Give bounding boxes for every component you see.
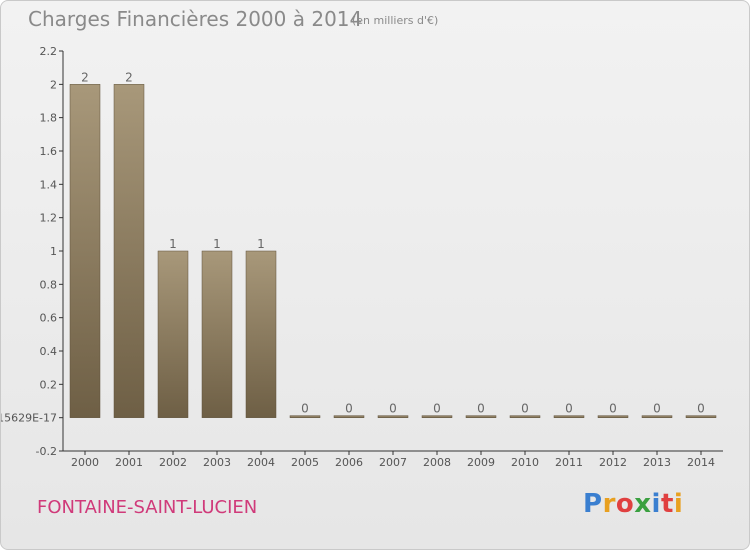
y-tick-label: 2 — [50, 78, 57, 91]
data-label: 0 — [301, 402, 309, 416]
data-label: 0 — [697, 402, 705, 416]
data-label: 0 — [653, 402, 661, 416]
data-label: 0 — [389, 402, 397, 416]
location-name: FONTAINE-SAINT-LUCIEN — [37, 497, 258, 518]
bar — [377, 415, 409, 418]
y-tick-label: 1.2 — [40, 212, 58, 225]
bar — [597, 415, 629, 418]
y-tick-label: 1.6 — [40, 145, 58, 158]
bar — [333, 415, 365, 418]
x-tick-label: 2006 — [335, 456, 363, 469]
x-tick-label: 2012 — [599, 456, 627, 469]
data-label: 2 — [125, 70, 133, 84]
logo-letter: i — [651, 489, 661, 519]
x-tick-label: 2000 — [71, 456, 99, 469]
data-label: 0 — [609, 402, 617, 416]
x-tick-label: 2005 — [291, 456, 319, 469]
bar — [465, 415, 497, 418]
data-label: 1 — [169, 237, 177, 251]
x-tick-label: 2004 — [247, 456, 275, 469]
y-tick-label: -0.2 — [36, 445, 57, 458]
proxiti-logo[interactable]: Proxiti — [583, 489, 683, 519]
chart-subtitle: (en milliers d'€) — [352, 14, 439, 27]
bar — [685, 415, 717, 418]
bar — [113, 84, 145, 418]
y-tick-label: 1 — [50, 245, 57, 258]
x-tick-label: 2011 — [555, 456, 583, 469]
bar — [641, 415, 673, 418]
bar — [201, 250, 233, 418]
bar — [157, 250, 189, 418]
x-tick-label: 2014 — [687, 456, 715, 469]
x-tick-label: 2010 — [511, 456, 539, 469]
y-tick-label: 2.2 — [40, 45, 58, 58]
x-tick-label: 2007 — [379, 456, 407, 469]
data-label: 0 — [477, 402, 485, 416]
data-label: 0 — [565, 402, 573, 416]
bar — [553, 415, 585, 418]
bar — [509, 415, 541, 418]
chart-title: Charges Financières 2000 à 2014 — [28, 7, 363, 31]
data-label: 1 — [257, 237, 265, 251]
bar — [421, 415, 453, 418]
logo-letter: t — [660, 489, 674, 519]
y-tick-label: 0.6 — [40, 312, 58, 325]
data-label: 0 — [345, 402, 353, 416]
y-tick-label: 0.4 — [40, 345, 58, 358]
logo-letter: r — [602, 489, 616, 519]
logo-letter: x — [634, 489, 652, 519]
x-tick-label: 2001 — [115, 456, 143, 469]
logo-letter: i — [673, 489, 684, 519]
x-tick-label: 2003 — [203, 456, 231, 469]
bar — [69, 84, 101, 418]
y-tick-label: 1.8 — [40, 112, 58, 125]
data-label: 1 — [213, 237, 221, 251]
y-tick-label: 1.4 — [40, 178, 58, 191]
y-tick-label: -1.15629E-17 — [1, 412, 57, 425]
logo-letter: o — [615, 489, 635, 519]
y-tick-label: 0.2 — [40, 378, 58, 391]
x-tick-label: 2008 — [423, 456, 451, 469]
data-label: 0 — [521, 402, 529, 416]
logo-letter: P — [583, 489, 603, 519]
x-tick-label: 2009 — [467, 456, 495, 469]
x-tick-label: 2013 — [643, 456, 671, 469]
y-tick-label: 0.8 — [40, 278, 58, 291]
bar — [289, 415, 321, 418]
bar — [245, 250, 277, 418]
data-label: 2 — [81, 70, 89, 84]
x-tick-label: 2002 — [159, 456, 187, 469]
data-label: 0 — [433, 402, 441, 416]
